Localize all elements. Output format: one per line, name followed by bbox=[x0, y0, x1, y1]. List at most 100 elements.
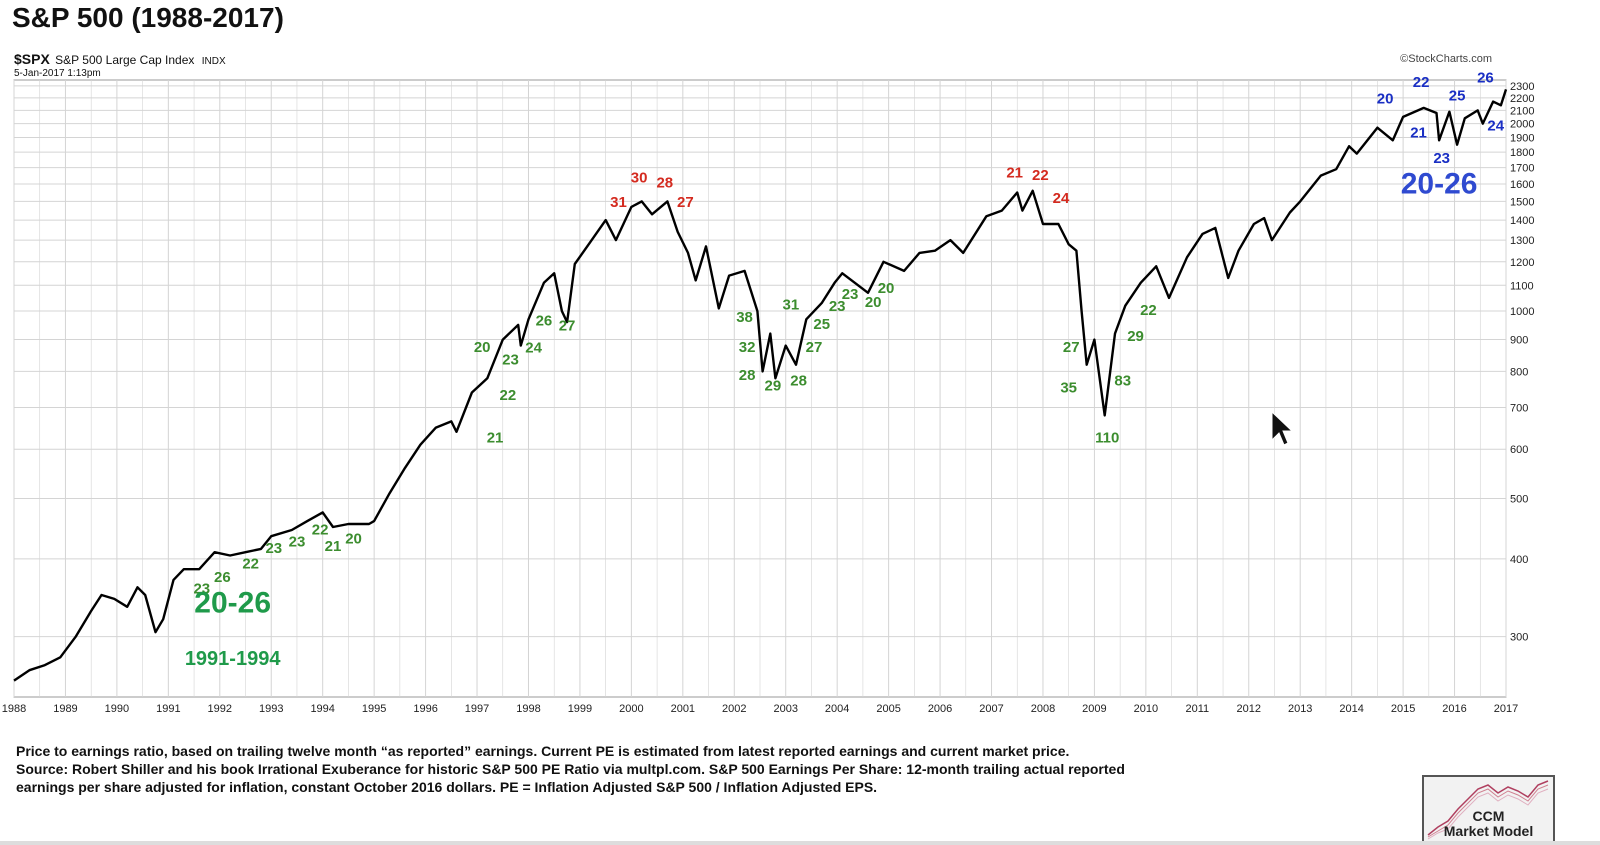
x-tick-label: 1992 bbox=[208, 703, 232, 715]
y-tick-label: 2300 bbox=[1510, 81, 1534, 93]
x-tick-label: 2001 bbox=[671, 703, 695, 715]
x-tick-label: 2003 bbox=[773, 703, 797, 715]
pe-label: 22 bbox=[1032, 167, 1049, 184]
x-tick-label: 1993 bbox=[259, 703, 283, 715]
x-tick-label: 1999 bbox=[568, 703, 592, 715]
y-tick-label: 2000 bbox=[1510, 119, 1534, 131]
y-tick-label: 300 bbox=[1510, 632, 1528, 644]
pe-label: 21 bbox=[1410, 124, 1427, 141]
ticker-exchange: INDX bbox=[201, 56, 226, 67]
pe-range-label: 20-26 bbox=[1401, 167, 1478, 200]
ticker-symbol: $SPX bbox=[14, 51, 50, 67]
x-tick-label: 2012 bbox=[1237, 703, 1261, 715]
pe-label: 29 bbox=[1127, 328, 1144, 345]
y-tick-label: 700 bbox=[1510, 403, 1528, 415]
pe-label: 22 bbox=[1140, 302, 1157, 319]
x-tick-label: 2005 bbox=[876, 703, 900, 715]
x-tick-label: 2002 bbox=[722, 703, 746, 715]
pe-label: 22 bbox=[500, 387, 517, 404]
y-tick-label: 400 bbox=[1510, 554, 1528, 566]
ticker-name: S&P 500 Large Cap Index bbox=[55, 53, 195, 67]
pe-label: 23 bbox=[842, 286, 859, 303]
sp500-price-line bbox=[13, 89, 1508, 682]
y-tick-label: 1000 bbox=[1510, 306, 1534, 318]
chart-date: 5-Jan-2017 1:13pm bbox=[14, 68, 101, 79]
pe-label: 29 bbox=[765, 378, 782, 395]
brand-watermark: ©StockCharts.com bbox=[1400, 53, 1492, 65]
pe-label: 27 bbox=[806, 339, 823, 356]
pe-label: 31 bbox=[610, 194, 627, 211]
y-tick-label: 2100 bbox=[1510, 105, 1534, 117]
y-tick-label: 1600 bbox=[1510, 179, 1534, 191]
x-tick-label: 2009 bbox=[1082, 703, 1106, 715]
pe-label: 21 bbox=[487, 430, 504, 447]
y-tick-label: 900 bbox=[1510, 335, 1528, 347]
footer-line-2: Source: Robert Shiller and his book Irra… bbox=[16, 761, 1125, 777]
x-tick-label: 1995 bbox=[362, 703, 386, 715]
y-tick-label: 800 bbox=[1510, 366, 1528, 378]
pe-label: 28 bbox=[790, 372, 807, 389]
x-tick-label: 2011 bbox=[1185, 703, 1209, 715]
logo-line-2: Market Model bbox=[1443, 823, 1534, 839]
pe-label: 23 bbox=[829, 298, 846, 315]
pe-label: 27 bbox=[559, 318, 576, 335]
x-tick-label: 2006 bbox=[928, 703, 952, 715]
pe-label: 26 bbox=[536, 313, 553, 330]
pe-label: 24 bbox=[525, 339, 542, 356]
x-tick-label: 2000 bbox=[619, 703, 643, 715]
pe-label: 22 bbox=[312, 521, 329, 538]
x-tick-label: 2007 bbox=[979, 703, 1003, 715]
pe-label: 20 bbox=[865, 294, 882, 311]
pe-label: 23 bbox=[265, 540, 282, 557]
y-tick-label: 1100 bbox=[1510, 280, 1534, 292]
x-tick-label: 2014 bbox=[1339, 703, 1363, 715]
pe-label: 20 bbox=[878, 280, 895, 297]
x-tick-label: 1988 bbox=[2, 703, 26, 715]
pe-label: 28 bbox=[739, 367, 756, 384]
footer-note: Price to earnings ratio, based on traili… bbox=[16, 742, 1296, 796]
y-tick-label: 1300 bbox=[1510, 235, 1534, 247]
x-tick-label: 1989 bbox=[53, 703, 77, 715]
cursor-icon bbox=[1271, 410, 1294, 446]
pe-label: 31 bbox=[783, 297, 800, 314]
pe-range-label: 20-26 bbox=[194, 587, 271, 620]
bottom-strip bbox=[0, 841, 1600, 845]
pe-label: 27 bbox=[1063, 339, 1080, 356]
pe-label: 30 bbox=[631, 169, 648, 186]
pe-label: 24 bbox=[1053, 190, 1070, 207]
page-title: S&P 500 (1988-2017) bbox=[12, 2, 284, 33]
pe-label: 35 bbox=[1060, 379, 1077, 396]
pe-label: 24 bbox=[1487, 117, 1504, 134]
y-tick-label: 1800 bbox=[1510, 147, 1534, 159]
x-tick-label: 1998 bbox=[516, 703, 540, 715]
pe-label: 20 bbox=[1377, 90, 1394, 107]
pe-label: 83 bbox=[1114, 372, 1131, 389]
y-tick-label: 600 bbox=[1510, 444, 1528, 456]
y-tick-label: 500 bbox=[1510, 494, 1528, 506]
x-tick-label: 1997 bbox=[465, 703, 489, 715]
pe-label: 23 bbox=[502, 352, 519, 369]
x-tick-label: 1994 bbox=[310, 703, 334, 715]
ticker-line: $SPX S&P 500 Large Cap Index INDX bbox=[14, 51, 226, 67]
pe-label: 25 bbox=[1449, 87, 1466, 104]
x-tick-label: 2013 bbox=[1288, 703, 1312, 715]
pe-label: 23 bbox=[193, 580, 210, 597]
x-tick-label: 2004 bbox=[825, 703, 849, 715]
pe-label: 27 bbox=[677, 194, 694, 211]
x-tick-label: 2017 bbox=[1494, 703, 1518, 715]
pe-label: 22 bbox=[242, 555, 259, 572]
x-tick-label: 2016 bbox=[1442, 703, 1466, 715]
x-tick-label: 2010 bbox=[1134, 703, 1158, 715]
y-tick-label: 2200 bbox=[1510, 93, 1534, 105]
pe-label: 26 bbox=[1477, 69, 1494, 86]
pe-label: 26 bbox=[214, 569, 231, 586]
y-tick-label: 1400 bbox=[1510, 215, 1534, 227]
pe-label: 38 bbox=[736, 309, 753, 326]
logo-line-1: CCM bbox=[1472, 808, 1505, 824]
y-tick-label: 1500 bbox=[1510, 196, 1534, 208]
pe-label: 22 bbox=[1413, 74, 1430, 91]
pe-label: 25 bbox=[813, 316, 830, 333]
pe-label: 20 bbox=[474, 339, 491, 356]
pe-label: 21 bbox=[1006, 164, 1023, 181]
